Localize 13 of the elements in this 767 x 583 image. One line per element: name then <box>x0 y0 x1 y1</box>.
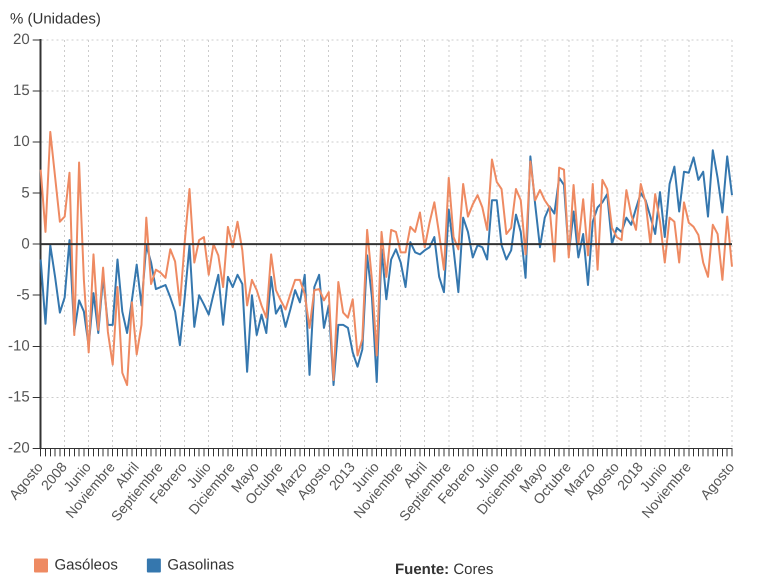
y-tick-label: 5 <box>21 184 30 202</box>
y-tick-label: -20 <box>8 440 30 456</box>
legend-label: Gasolinas <box>167 556 234 574</box>
source-note: Fuente: Cores <box>395 561 494 578</box>
y-axis-title: % (Unidades) <box>10 10 101 28</box>
y-tick-label: -5 <box>16 286 30 304</box>
legend-label: Gasóleos <box>54 556 118 574</box>
y-tick-label: 0 <box>21 235 30 252</box>
y-tick-label: -15 <box>8 388 30 406</box>
y-tick-label: 10 <box>12 133 30 150</box>
y-tick-label: 15 <box>12 82 30 100</box>
y-tick-label: 20 <box>12 31 30 48</box>
y-tick-label: -10 <box>8 337 30 354</box>
